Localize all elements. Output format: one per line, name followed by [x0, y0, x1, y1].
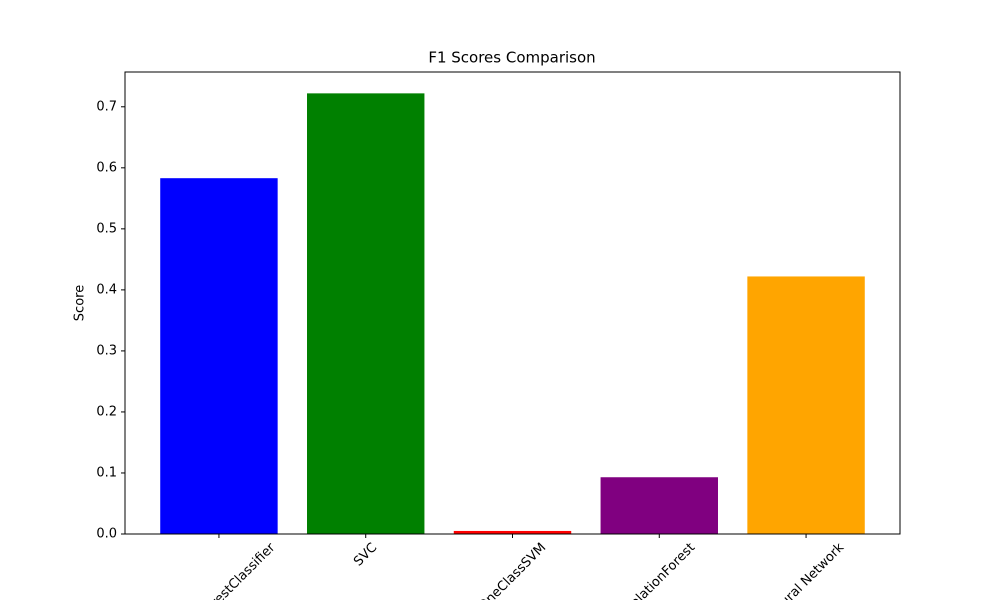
- y-tick-label: 0.1: [96, 465, 117, 480]
- x-tick-label: RandomForestClassifier: [160, 540, 279, 600]
- bar: [160, 178, 278, 534]
- chart-title: F1 Scores Comparison: [428, 49, 595, 67]
- x-tick-label: IsolationForest: [620, 540, 698, 600]
- x-tick-label: OneClassSVM: [476, 540, 550, 600]
- bar: [747, 276, 865, 534]
- y-tick-label: 0.6: [96, 160, 117, 175]
- y-tick-label: 0.7: [96, 99, 117, 114]
- bar: [453, 530, 572, 534]
- x-tick-label: Neural Network: [765, 540, 848, 600]
- y-tick-label: 0.4: [96, 282, 117, 297]
- y-tick-label: 0.2: [96, 404, 117, 419]
- bar: [600, 477, 718, 534]
- y-tick-label: 0.5: [96, 221, 117, 236]
- plot-frame: [124, 71, 901, 535]
- y-axis-label: Score: [73, 285, 88, 321]
- bar: [307, 93, 425, 535]
- y-tick-label: 0.3: [96, 343, 117, 358]
- y-tick-label: 0.0: [96, 527, 117, 542]
- x-tick-label: SVC: [351, 540, 380, 569]
